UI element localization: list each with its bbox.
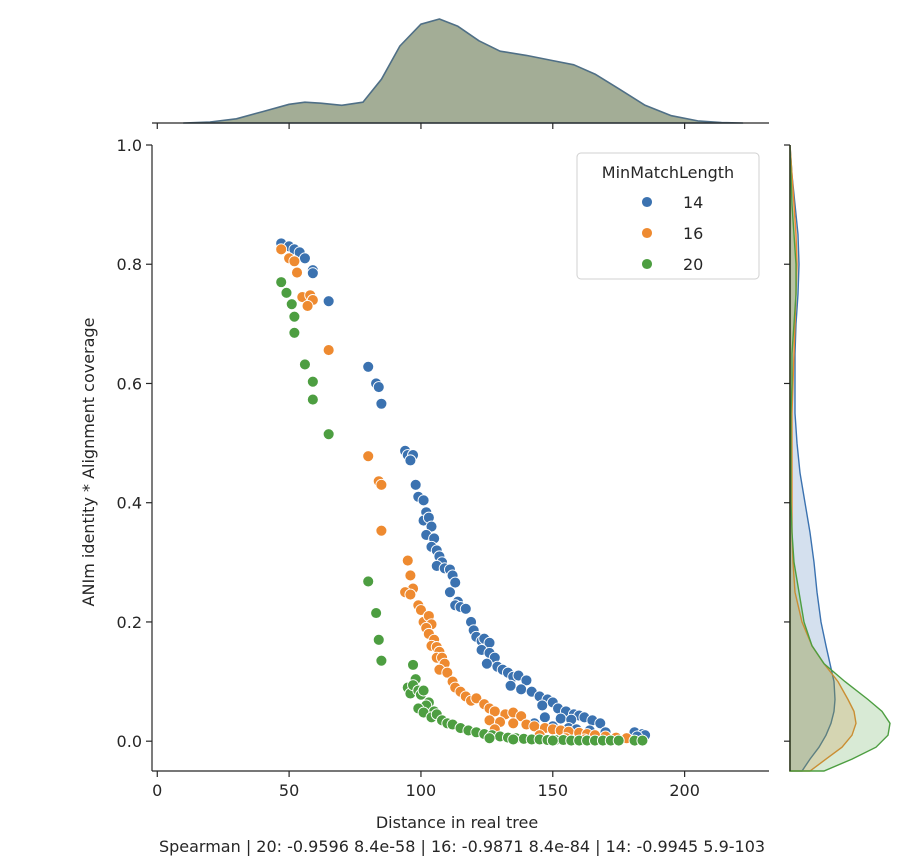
data-point (306, 393, 319, 406)
x-tick-label: 100 (406, 781, 437, 800)
data-point (594, 717, 607, 730)
data-point (298, 252, 311, 265)
data-point (404, 588, 417, 601)
data-point (375, 524, 388, 537)
data-point (417, 684, 430, 697)
x-tick-label: 150 (538, 781, 569, 800)
y-tick-label: 0.4 (117, 494, 142, 513)
data-point (520, 674, 533, 687)
scatter-points (275, 237, 652, 747)
top-marginal-kde (152, 18, 769, 129)
data-point (275, 276, 288, 289)
x-axis-ticks: 0 50 100 150 200 (152, 771, 700, 800)
data-point (515, 710, 528, 723)
legend-frame (576, 152, 760, 280)
series-14 (275, 237, 652, 743)
data-point (362, 450, 375, 463)
x-axis-label: Distance in real tree (376, 813, 538, 832)
data-point (536, 699, 549, 712)
data-point (538, 711, 551, 724)
y-axis-ticks: 0.0 0.2 0.4 0.6 0.8 1.0 (117, 136, 152, 751)
right-kde-series-14 (789, 144, 836, 772)
legend-item-16: 16 (641, 224, 703, 243)
data-point (417, 494, 430, 507)
data-point (515, 683, 528, 696)
series-16 (275, 243, 633, 746)
data-point (288, 326, 301, 339)
data-point (407, 658, 419, 671)
data-point (441, 666, 454, 679)
top-kde-area (182, 18, 744, 124)
axis-spines (151, 145, 769, 772)
data-point (288, 255, 301, 268)
legend-label: 20 (683, 255, 703, 274)
y-tick-label: 1.0 (117, 136, 142, 155)
data-point (301, 300, 314, 312)
x-tick-label: 50 (279, 781, 299, 800)
data-point (375, 478, 388, 491)
data-point (375, 397, 388, 410)
data-point (444, 586, 456, 599)
data-point (404, 569, 417, 582)
legend-marker (641, 258, 653, 270)
y-tick-label: 0.0 (117, 732, 142, 751)
right-kde-series-20 (789, 144, 891, 772)
data-point (322, 428, 335, 441)
data-point (504, 679, 517, 692)
legend-title: MinMatchLength (602, 163, 734, 182)
data-point (507, 733, 520, 746)
data-point (370, 607, 383, 619)
data-point (404, 454, 417, 467)
legend-marker (641, 196, 653, 208)
data-point (291, 266, 303, 279)
spearman-footer: Spearman | 20: -0.9596 8.4e-58 | 16: -0.… (159, 837, 765, 856)
data-point (459, 602, 472, 615)
data-point (480, 657, 493, 670)
data-point (280, 286, 293, 299)
data-point (612, 734, 625, 747)
data-point (306, 267, 319, 280)
data-point (322, 295, 335, 308)
data-point (322, 344, 335, 357)
x-tick-label: 0 (152, 781, 162, 800)
data-point (401, 554, 414, 567)
x-tick-label: 200 (669, 781, 700, 800)
legend-item-14: 14 (641, 193, 703, 212)
data-point (298, 358, 311, 371)
data-point (425, 520, 438, 533)
data-point (507, 717, 520, 730)
data-point (375, 654, 388, 667)
legend-marker (641, 227, 653, 239)
y-tick-label: 0.2 (117, 613, 142, 632)
y-tick-label: 0.6 (117, 374, 142, 393)
legend-label: 14 (683, 193, 703, 212)
data-point (470, 692, 483, 705)
y-axis-label: ANIm identity * Alignment coverage (79, 318, 98, 607)
data-point (483, 732, 496, 745)
data-point (546, 734, 559, 747)
legend-item-20: 20 (641, 255, 703, 274)
data-point (275, 243, 288, 256)
legend-label: 16 (683, 224, 703, 243)
data-point (362, 575, 375, 588)
data-point (409, 478, 422, 491)
right-marginal-kde (784, 144, 891, 772)
data-point (636, 734, 649, 747)
data-point (285, 298, 298, 311)
data-point (372, 633, 385, 646)
main-scatter-axes: 0 50 100 150 200 0.0 0.2 0.4 0.6 0.8 1.0 (117, 136, 769, 800)
data-point (306, 375, 319, 388)
y-tick-label: 0.8 (117, 255, 142, 274)
data-point (414, 604, 427, 616)
legend: MinMatchLength 14 16 20 (576, 152, 760, 280)
data-point (449, 576, 462, 589)
data-point (288, 310, 301, 323)
data-point (362, 360, 375, 373)
data-point (372, 381, 385, 394)
series-20 (275, 276, 649, 747)
